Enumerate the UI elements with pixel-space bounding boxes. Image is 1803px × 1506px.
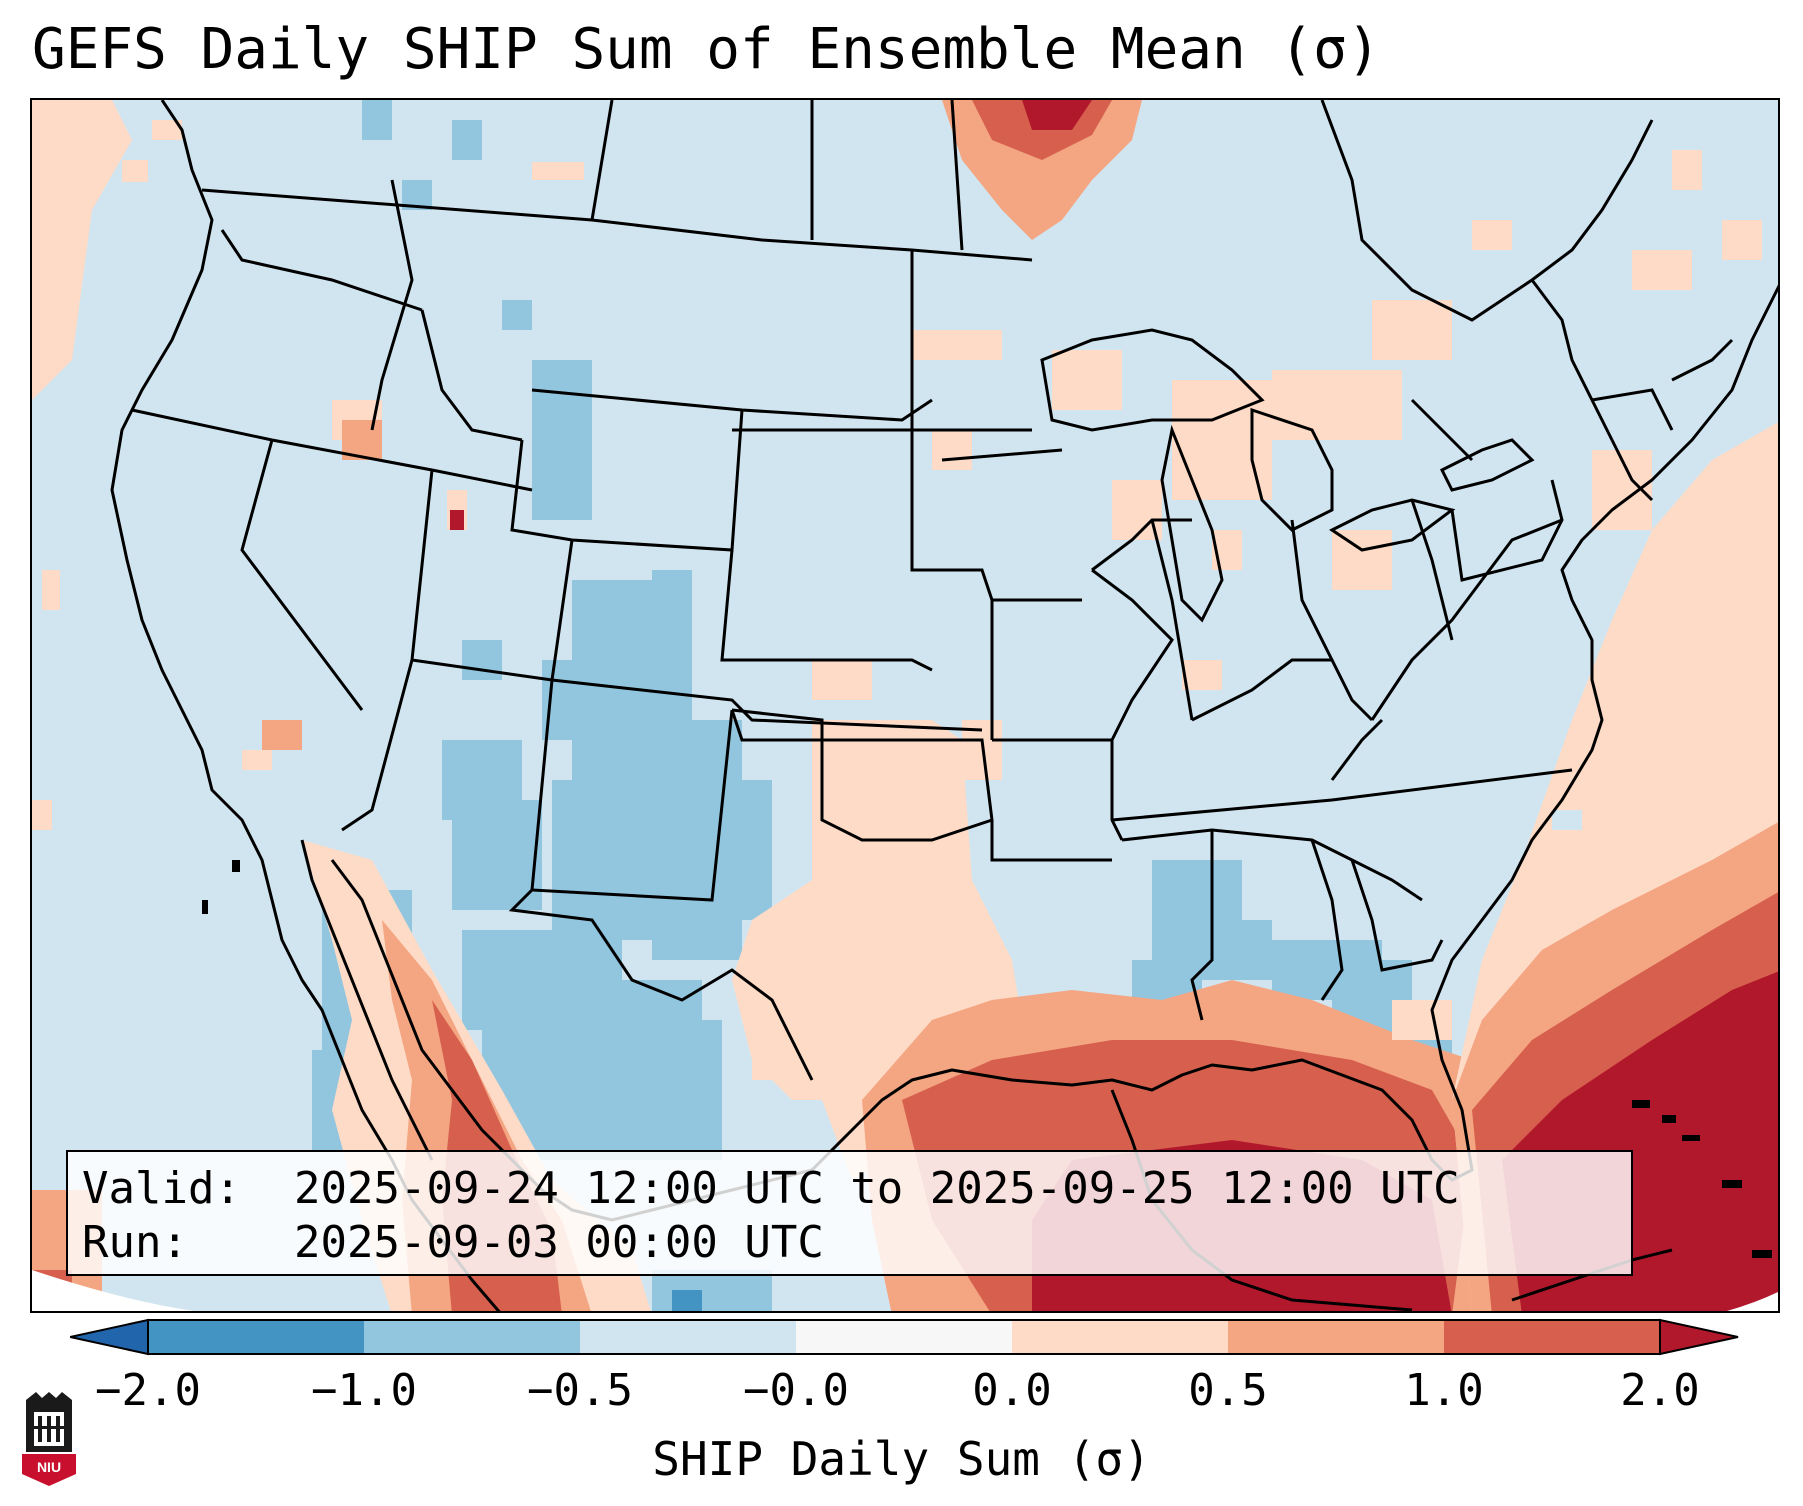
niu-logo-text: NIU — [37, 1459, 61, 1475]
colorbar-tick-label: 2.0 — [1620, 1365, 1700, 1416]
political-borders — [131, 100, 1734, 1081]
run-row: Run: 2025-09-03 00:00 UTC — [82, 1216, 1617, 1270]
colorbar-outline — [147, 1319, 1661, 1355]
colorbar-label: SHIP Daily Sum (σ) — [652, 1432, 1151, 1486]
colorbar-bin — [1228, 1320, 1445, 1354]
anomaly-region-pacific-nw — [32, 100, 182, 830]
map-panel — [30, 98, 1780, 1313]
colorbar-tick-label: −1.0 — [311, 1365, 417, 1416]
colorbar — [70, 1318, 1739, 1356]
run-label: Run: — [82, 1217, 188, 1268]
colorbar-tick-label: 1.0 — [1404, 1365, 1484, 1416]
off-domain-corner-left — [32, 1270, 195, 1311]
colorbar-tick-label: −0.5 — [527, 1365, 633, 1416]
valid-row: Valid: 2025-09-24 12:00 UTC to 2025-09-2… — [82, 1162, 1617, 1216]
off-domain-corner-right — [1726, 1291, 1778, 1311]
great-lakes — [1040, 328, 1535, 623]
colorbar-bin — [580, 1320, 797, 1354]
colorbar-bin — [148, 1320, 365, 1354]
colorbar-tick-label: −2.0 — [95, 1365, 201, 1416]
caribbean-islands — [202, 860, 1772, 1258]
anomaly-region-canada-north — [942, 100, 1142, 240]
anomaly-region-mountain-west — [242, 400, 467, 770]
ship-anomaly-map — [32, 100, 1778, 1311]
colorbar-extend-high — [1659, 1318, 1739, 1356]
valid-label: Valid: — [82, 1163, 241, 1214]
colorbar-tick-label: 0.0 — [972, 1365, 1052, 1416]
colorbar-tick-label: 0.5 — [1188, 1365, 1268, 1416]
colorbar-tick-label: −0.0 — [743, 1365, 849, 1416]
colorbar-bin — [796, 1320, 1013, 1354]
validity-info-box: Valid: 2025-09-24 12:00 UTC to 2025-09-2… — [66, 1150, 1633, 1276]
valid-value: 2025-09-24 12:00 UTC to 2025-09-25 12:00… — [294, 1163, 1460, 1214]
run-value: 2025-09-03 00:00 UTC — [294, 1217, 824, 1268]
niu-logo: NIU — [22, 1392, 76, 1486]
colorbar-bin — [1012, 1320, 1229, 1354]
colorbar-bin — [1444, 1320, 1661, 1354]
map-title: GEFS Daily SHIP Sum of Ensemble Mean (σ) — [32, 17, 1381, 82]
colorbar-extend-low — [70, 1318, 149, 1356]
colorbar-bin — [364, 1320, 581, 1354]
